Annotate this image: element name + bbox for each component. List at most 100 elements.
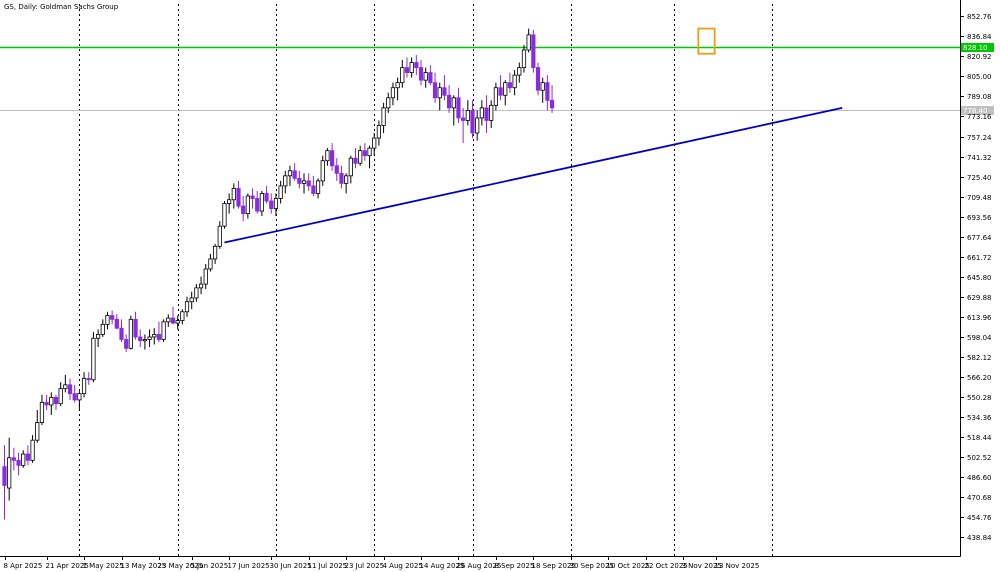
candle-body [259, 193, 265, 212]
candle-bullish [231, 183, 236, 209]
candle-bullish [325, 148, 330, 166]
x-tick-label: 17 Jun 2025 [228, 562, 270, 570]
x-tick-label: 30 Sep 2025 [570, 562, 614, 570]
candle-body [470, 109, 475, 134]
y-tick-label: 454.76 [967, 514, 992, 522]
candle-body [91, 337, 96, 381]
candle-bearish [241, 195, 246, 222]
candle-body [446, 94, 452, 109]
candle-body [287, 170, 293, 177]
x-tick-label: 1 May 2025 [83, 562, 124, 570]
candle-bullish [194, 284, 199, 302]
candle-body [437, 87, 442, 99]
candle-body [222, 203, 227, 227]
candle-body [245, 195, 250, 214]
candle-bearish [470, 100, 475, 139]
candle-body [147, 336, 152, 340]
y-tick-label: 566.20 [967, 374, 992, 382]
candle-bullish [423, 67, 428, 88]
y-tick-label: 709.48 [967, 194, 992, 202]
y-tick-label: 836.84 [967, 33, 992, 41]
candle-bearish [442, 75, 447, 101]
candle-bearish [339, 165, 344, 189]
x-tick-label: 8 Apr 2025 [4, 562, 43, 570]
x-tick-label: 3 Nov 2025 [682, 562, 722, 570]
candle-bullish [395, 77, 400, 101]
candle-bearish [549, 85, 555, 113]
candle-bearish [250, 188, 255, 209]
candle-body [217, 225, 222, 247]
x-tick-label: 8 Sep 2025 [495, 562, 535, 570]
candle-bearish [236, 180, 241, 209]
candle-body [526, 34, 531, 51]
candle-body [11, 457, 16, 461]
candle-bearish [545, 75, 550, 111]
candle-bullish [320, 155, 325, 186]
candle-body [531, 34, 536, 68]
candle-body [475, 117, 480, 134]
candle-body [86, 378, 91, 381]
candle-body [212, 245, 218, 260]
y-tick-label: 773.16 [967, 113, 992, 121]
candle-body [180, 311, 185, 321]
candle-bearish [292, 163, 297, 181]
candle-bullish [381, 102, 386, 134]
candle-bullish [81, 372, 87, 398]
candle-body [512, 74, 517, 89]
candle-bullish [100, 319, 105, 337]
candle-body [100, 323, 105, 335]
candle-body [507, 82, 513, 89]
candle-body [372, 137, 377, 149]
candle-bullish [451, 95, 456, 126]
candle-body [367, 147, 372, 157]
x-tick-label: 5 Jun 2025 [191, 562, 229, 570]
candle-bullish [152, 328, 157, 345]
y-tick-label: 518.44 [967, 434, 992, 442]
candle-body [30, 439, 35, 461]
candle-bullish [493, 82, 499, 111]
candle-bearish [353, 148, 358, 169]
candle-bearish [535, 62, 541, 96]
candle-bearish [119, 319, 124, 342]
candle-body [320, 160, 325, 182]
candle-bullish [175, 315, 180, 330]
y-tick-label: 502.52 [967, 454, 992, 462]
candle-body [535, 67, 541, 91]
candle-bullish [217, 221, 222, 249]
candles-layer [2, 28, 555, 520]
candle-bearish [86, 372, 91, 385]
candle-body [128, 318, 133, 349]
candle-body [227, 199, 232, 204]
candle-bullish [128, 315, 133, 350]
candle-bearish [428, 65, 433, 86]
candle-body [166, 317, 171, 323]
candle-body [142, 339, 147, 342]
y-tick-label: 550.28 [967, 394, 992, 402]
candle-bullish [63, 374, 68, 393]
candle-bullish [189, 291, 194, 310]
candle-body [484, 107, 489, 121]
candle-body [273, 198, 279, 209]
candle-body [540, 82, 545, 91]
candle-body [21, 453, 26, 466]
candle-bearish [404, 57, 410, 78]
candle-bullish [49, 392, 54, 416]
candle-bearish [133, 311, 138, 340]
candle-body [105, 315, 110, 325]
x-tick-label: 26 Aug 2025 [457, 562, 502, 570]
y-tick-label: 613.96 [967, 314, 992, 322]
candle-body [395, 82, 400, 89]
candle-bearish [138, 329, 143, 348]
candle-body [428, 72, 433, 84]
candle-bullish [348, 155, 353, 184]
candle-bearish [297, 170, 302, 189]
candle-body [311, 185, 316, 194]
candle-bullish [39, 394, 45, 426]
y-tick-label: 661.72 [967, 254, 992, 262]
candle-bearish [2, 445, 7, 520]
candle-body [72, 393, 77, 401]
candle-body [203, 268, 208, 285]
candle-body [451, 97, 456, 109]
candle-body [325, 150, 330, 162]
